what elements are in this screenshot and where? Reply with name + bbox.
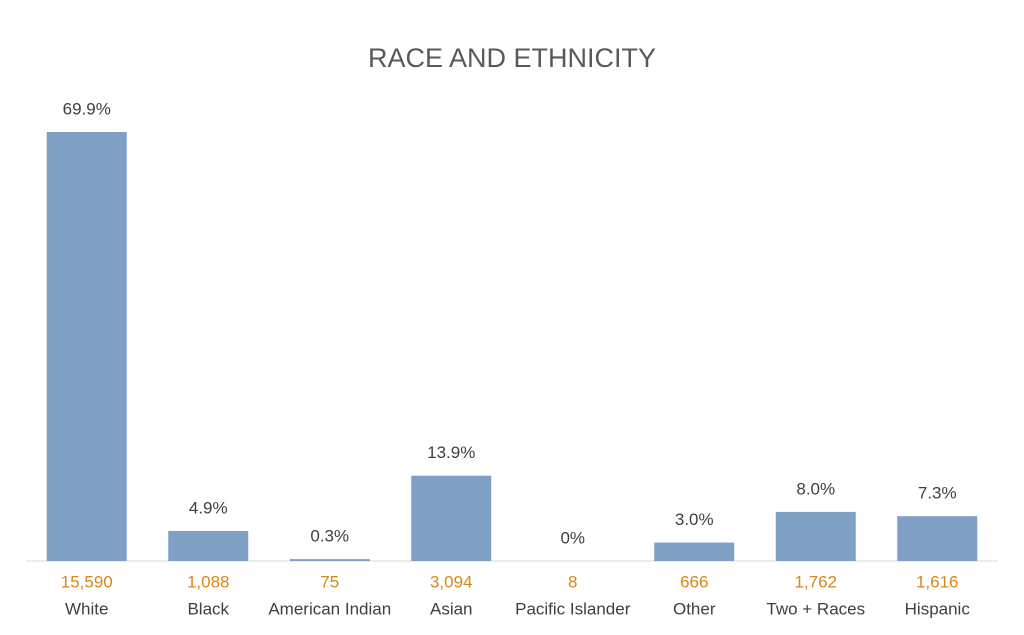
x-tick-label: Other — [673, 599, 716, 618]
bar — [46, 132, 127, 561]
x-tick-label: American Indian — [268, 599, 391, 618]
value-label: 69.9% — [63, 99, 111, 118]
value-label: 8.0% — [796, 479, 835, 498]
bar — [411, 475, 492, 561]
x-tick-label: Black — [187, 599, 229, 618]
bar — [654, 542, 735, 561]
x-tick-label: Two + Races — [766, 599, 865, 618]
count-label: 1,088 — [187, 572, 230, 591]
x-tick-label: White — [65, 599, 108, 618]
x-tick-label: Hispanic — [905, 599, 971, 618]
count-label: 666 — [680, 572, 708, 591]
count-label: 1,616 — [916, 572, 959, 591]
value-label: 4.9% — [189, 498, 228, 517]
bar — [168, 530, 249, 561]
count-label: 3,094 — [430, 572, 473, 591]
value-label: 13.9% — [427, 443, 475, 462]
count-label: 15,590 — [61, 572, 113, 591]
value-label: 0.3% — [310, 527, 349, 546]
value-label: 7.3% — [918, 484, 957, 503]
bar — [897, 516, 978, 561]
chart-title: RACE AND ETHNICITY — [368, 43, 656, 73]
count-label: 1,762 — [794, 572, 837, 591]
value-label: 0% — [560, 528, 585, 547]
count-label: 8 — [568, 572, 577, 591]
x-tick-label: Pacific Islander — [515, 599, 631, 618]
bar — [289, 559, 370, 561]
x-tick-label: Asian — [430, 599, 473, 618]
count-label: 75 — [320, 572, 339, 591]
value-label: 3.0% — [675, 510, 714, 529]
bar — [775, 511, 856, 561]
